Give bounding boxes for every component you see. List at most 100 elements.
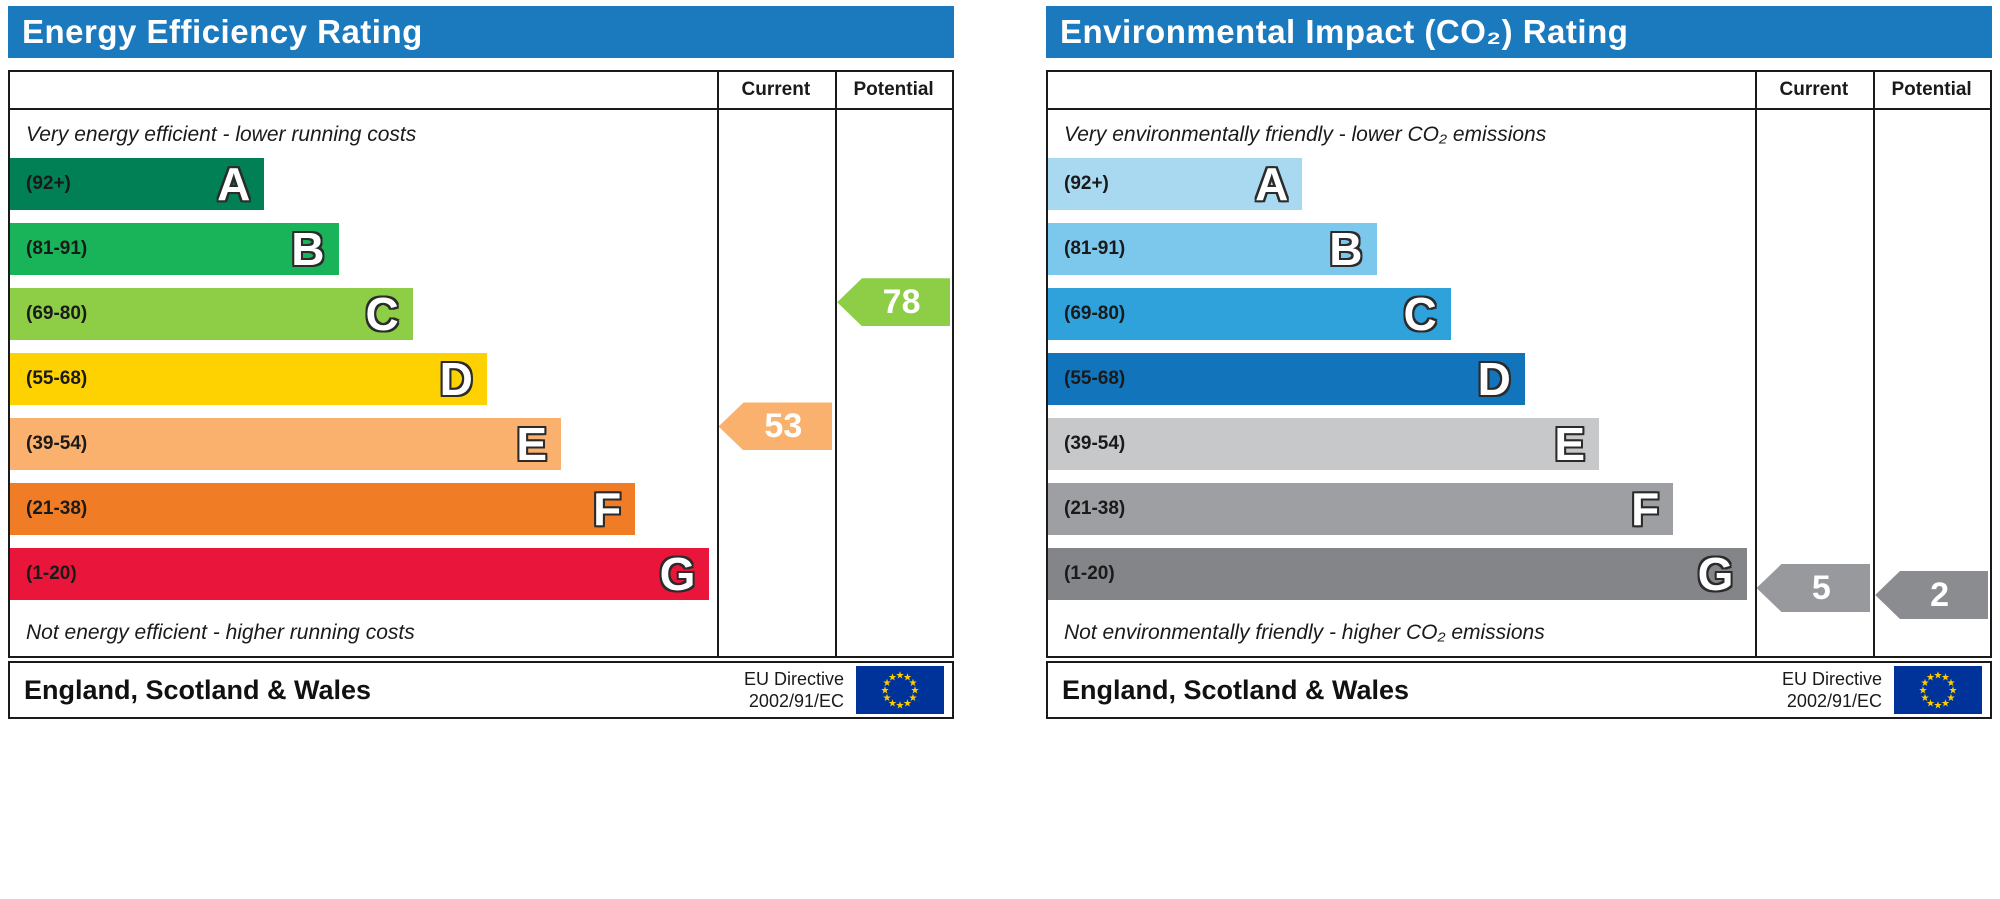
svg-text:★: ★ — [911, 686, 920, 697]
band-letter: F — [593, 483, 622, 535]
eu-directive-line2: 2002/91/EC — [1786, 691, 1882, 711]
band-letter: A — [217, 158, 251, 210]
band-row-c: (69-80) C — [10, 288, 717, 340]
current-rating-value: 53 — [764, 406, 803, 445]
svg-text:★: ★ — [1926, 699, 1935, 710]
band-range-label: (55-68) — [26, 368, 88, 389]
panel-title-bar: Environmental Impact (CO₂) Rating — [1046, 6, 1992, 58]
band-bar-g: (1-20) G — [10, 548, 710, 600]
band-bar-f: (21-38) F — [1048, 483, 1674, 535]
band-range-label: (21-38) — [26, 498, 88, 519]
svg-text:★: ★ — [903, 673, 912, 684]
band-row-f: (21-38) F — [10, 483, 717, 535]
band-range-label: (21-38) — [1064, 498, 1126, 519]
band-bar-d: (55-68) D — [10, 353, 487, 405]
svg-text:★: ★ — [1926, 673, 1935, 684]
svg-text:★: ★ — [1934, 671, 1943, 682]
band-bar-f: (21-38) F — [10, 483, 636, 535]
rating-chart: Current Potential Very environmentally f… — [1046, 70, 1992, 658]
svg-text:★: ★ — [903, 699, 912, 710]
band-letter: B — [291, 223, 325, 275]
eu-flag-stars: ★★★★★★★★★★★★ — [881, 671, 920, 712]
svg-text:★: ★ — [1949, 686, 1958, 697]
band-letter: E — [516, 418, 548, 470]
band-range-label: (92+) — [26, 173, 71, 194]
band-letter: D — [1477, 353, 1511, 405]
current-column-header: Current — [1779, 79, 1849, 100]
svg-text:★: ★ — [1947, 693, 1956, 704]
svg-text:★: ★ — [888, 673, 897, 684]
eu-directive-text: EU Directive 2002/91/EC — [1782, 668, 1882, 713]
top-caption: Very environmentally friendly - lower CO… — [1064, 123, 1547, 146]
band-bar-e: (39-54) E — [1048, 418, 1600, 470]
svg-text:★: ★ — [883, 678, 892, 689]
svg-text:★: ★ — [888, 699, 897, 710]
band-row-a: (92+) A — [1048, 158, 1755, 210]
band-bar-b: (81-91) B — [1048, 223, 1377, 275]
band-row-f: (21-38) F — [1048, 483, 1755, 535]
band-row-c: (69-80) C — [1048, 288, 1755, 340]
band-row-b: (81-91) B — [1048, 223, 1755, 275]
band-bar-b: (81-91) B — [10, 223, 339, 275]
band-letter: G — [659, 548, 696, 600]
chart-body: Very energy efficient - lower running co… — [10, 110, 952, 654]
potential-column-divider — [835, 72, 838, 656]
band-range-label: (39-54) — [26, 433, 88, 454]
band-range-label: (81-91) — [1064, 238, 1126, 259]
eu-flag-icon: ★★★★★★★★★★★★ — [856, 666, 944, 714]
current-column-divider — [1754, 72, 1757, 656]
potential-column-header: Potential — [1891, 79, 1972, 100]
bottom-caption: Not energy efficient - higher running co… — [26, 621, 415, 644]
chart-body: Very environmentally friendly - lower CO… — [1048, 110, 1990, 654]
current-rating-value: 5 — [1811, 568, 1831, 607]
eu-directive-text: EU Directive 2002/91/EC — [744, 668, 844, 713]
svg-text:★: ★ — [896, 701, 905, 712]
band-range-label: (55-68) — [1064, 368, 1126, 389]
top-caption: Very energy efficient - lower running co… — [26, 123, 417, 146]
band-letter: G — [1697, 548, 1734, 600]
band-letter: A — [1255, 158, 1289, 210]
band-row-g: (1-20) G — [1048, 548, 1755, 600]
svg-text:★: ★ — [896, 671, 905, 682]
band-bar-c: (69-80) C — [10, 288, 413, 340]
current-column-header: Current — [741, 79, 811, 100]
eu-directive-line1: EU Directive — [743, 668, 844, 689]
bottom-caption: Not environmentally friendly - higher CO… — [1064, 621, 1545, 644]
potential-column-header: Potential — [853, 79, 934, 100]
current-rating-arrow: 5 — [1756, 564, 1871, 613]
rating-bands: (92+) A (81-91) B (69-80) C — [10, 156, 717, 600]
band-bar-e: (39-54) E — [10, 418, 562, 470]
band-letter: C — [365, 288, 399, 340]
band-range-label: (92+) — [1064, 173, 1109, 194]
band-range-label: (1-20) — [1064, 563, 1115, 584]
svg-text:★: ★ — [1947, 678, 1956, 689]
chart-footer: England, Scotland & Wales EU Directive 2… — [1046, 661, 1992, 719]
panel-title: Environmental Impact (CO₂) Rating — [1060, 13, 1629, 50]
svg-text:★: ★ — [1941, 673, 1950, 684]
chart-footer: England, Scotland & Wales EU Directive 2… — [8, 661, 954, 719]
band-letter: B — [1329, 223, 1363, 275]
band-range-label: (69-80) — [1064, 303, 1126, 324]
band-letter: C — [1403, 288, 1437, 340]
potential-rating-arrow: 2 — [1875, 571, 1988, 620]
band-row-e: (39-54) E — [1048, 418, 1755, 470]
potential-rating-value: 2 — [1930, 575, 1950, 614]
panel-title: Energy Efficiency Rating — [22, 13, 423, 50]
band-row-e: (39-54) E — [10, 418, 717, 470]
eu-flag-icon: ★★★★★★★★★★★★ — [1894, 666, 1982, 714]
svg-text:★: ★ — [909, 693, 918, 704]
potential-column-divider — [1873, 72, 1876, 656]
band-bar-a: (92+) A — [10, 158, 265, 210]
svg-text:★: ★ — [881, 686, 890, 697]
band-row-b: (81-91) B — [10, 223, 717, 275]
rating-bands: (92+) A (81-91) B (69-80) C — [1048, 156, 1755, 600]
current-rating-arrow: 53 — [718, 402, 833, 451]
band-bar-g: (1-20) G — [1048, 548, 1748, 600]
band-range-label: (39-54) — [1064, 433, 1126, 454]
environmental-impact-panel: Environmental Impact (CO₂) Rating Curren… — [1046, 6, 1992, 719]
band-range-label: (69-80) — [26, 303, 88, 324]
column-header-row: Current Potential — [1048, 72, 1990, 110]
region-label: England, Scotland & Wales — [1062, 674, 1410, 705]
panel-title-bar: Energy Efficiency Rating — [8, 6, 954, 58]
band-row-d: (55-68) D — [1048, 353, 1755, 405]
